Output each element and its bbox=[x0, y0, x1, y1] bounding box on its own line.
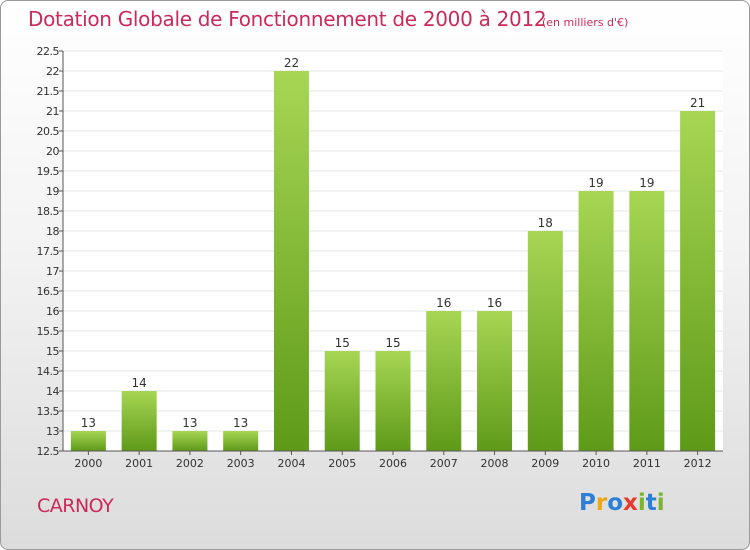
y-tick-label: 21 bbox=[46, 105, 59, 118]
bar bbox=[273, 71, 309, 451]
bar-value-label: 21 bbox=[690, 96, 705, 110]
x-tick-label: 2006 bbox=[379, 457, 407, 470]
bar bbox=[578, 191, 614, 451]
logo-letter: P bbox=[579, 490, 596, 516]
bar-value-label: 13 bbox=[182, 416, 197, 430]
x-tick-label: 2005 bbox=[328, 457, 356, 470]
y-tick-label: 19.5 bbox=[37, 165, 60, 178]
y-tick-label: 16 bbox=[46, 305, 59, 318]
y-tick-label: 18.5 bbox=[37, 205, 60, 218]
y-tick-label: 20.5 bbox=[37, 125, 60, 138]
x-tick-label: 2000 bbox=[74, 457, 102, 470]
chart-title: Dotation Globale de Fonctionnement de 20… bbox=[28, 7, 547, 31]
y-tick-label: 18 bbox=[46, 225, 59, 238]
commune-name: CARNOY bbox=[37, 495, 114, 517]
bar bbox=[223, 431, 259, 451]
bar bbox=[426, 311, 462, 451]
y-tick-label: 17 bbox=[46, 265, 59, 278]
x-tick-label: 2012 bbox=[684, 457, 712, 470]
proxiti-logo: Proxiti bbox=[579, 490, 665, 516]
y-tick-label: 22.5 bbox=[37, 45, 60, 58]
x-tick-label: 2001 bbox=[125, 457, 153, 470]
bar-value-label: 16 bbox=[487, 296, 502, 310]
y-tick-label: 16.5 bbox=[37, 285, 60, 298]
bar bbox=[527, 231, 563, 451]
x-tick-label: 2002 bbox=[176, 457, 204, 470]
y-tick-label: 13 bbox=[46, 425, 59, 438]
bar-value-label: 13 bbox=[81, 416, 96, 430]
bar bbox=[324, 351, 360, 451]
y-tick-label: 13.5 bbox=[37, 405, 60, 418]
x-tick-label: 2011 bbox=[633, 457, 661, 470]
y-tick-label: 19 bbox=[46, 185, 59, 198]
bar bbox=[70, 431, 106, 451]
x-tick-label: 2009 bbox=[531, 457, 559, 470]
x-tick-label: 2003 bbox=[227, 457, 255, 470]
bar-value-label: 15 bbox=[335, 336, 350, 350]
logo-letter: t bbox=[645, 490, 657, 516]
bar-value-label: 14 bbox=[132, 376, 147, 390]
y-tick-label: 20 bbox=[46, 145, 59, 158]
bar bbox=[121, 391, 157, 451]
bar bbox=[477, 311, 513, 451]
bar-value-label: 15 bbox=[385, 336, 400, 350]
x-tick-label: 2004 bbox=[277, 457, 305, 470]
bar-value-label: 16 bbox=[436, 296, 451, 310]
logo-letter: r bbox=[595, 490, 608, 516]
bar bbox=[629, 191, 665, 451]
bar-value-label: 19 bbox=[588, 176, 603, 190]
bar bbox=[680, 111, 716, 451]
chart-unit: (en milliers d'€) bbox=[542, 16, 629, 29]
bar-value-label: 22 bbox=[284, 56, 299, 70]
bar-value-label: 13 bbox=[233, 416, 248, 430]
logo-letter: i bbox=[637, 490, 646, 516]
bar-value-label: 18 bbox=[538, 216, 553, 230]
bar-value-label: 19 bbox=[639, 176, 654, 190]
y-tick-label: 15 bbox=[46, 345, 59, 358]
bar bbox=[375, 351, 411, 451]
bar bbox=[172, 431, 208, 451]
y-tick-label: 12.5 bbox=[37, 445, 60, 458]
x-tick-label: 2008 bbox=[481, 457, 509, 470]
y-tick-label: 14 bbox=[46, 385, 59, 398]
y-tick-label: 15.5 bbox=[37, 325, 60, 338]
x-tick-label: 2010 bbox=[582, 457, 610, 470]
y-tick-label: 21.5 bbox=[37, 85, 60, 98]
logo-letter: i bbox=[656, 490, 665, 516]
logo-letter: o bbox=[607, 490, 624, 516]
x-tick-label: 2007 bbox=[430, 457, 458, 470]
y-tick-label: 22 bbox=[46, 65, 59, 78]
y-tick-label: 14.5 bbox=[37, 365, 60, 378]
y-tick-label: 17.5 bbox=[37, 245, 60, 258]
logo-letter: x bbox=[623, 490, 638, 516]
